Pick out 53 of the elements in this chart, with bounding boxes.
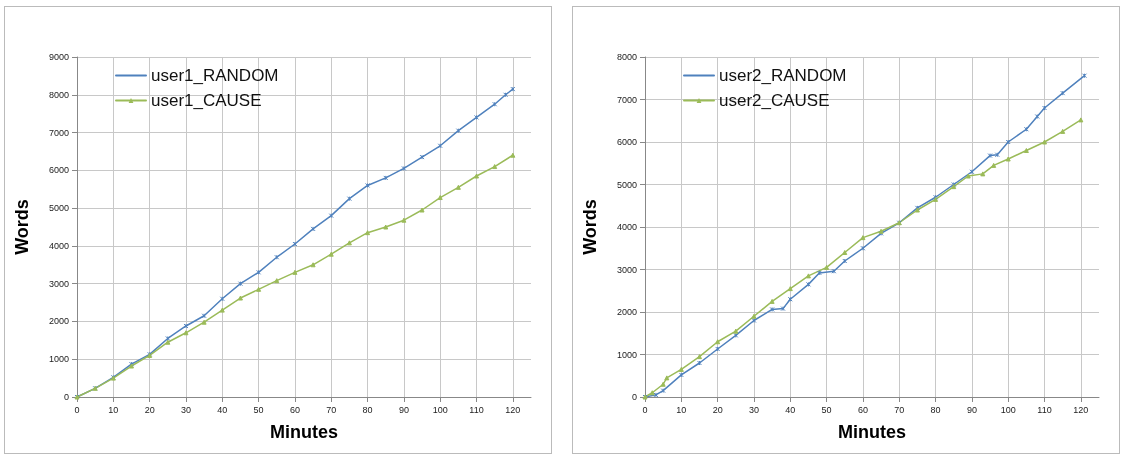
x-tick-label: 110 <box>1037 404 1052 415</box>
x-tick-label: 10 <box>108 404 119 415</box>
y-axis-title: Words <box>12 199 32 255</box>
x-tick-label: 20 <box>144 404 155 415</box>
legend-label: user1_RANDOM <box>151 66 279 85</box>
y-tick-label: 7000 <box>616 94 637 105</box>
y-tick-label: 5000 <box>48 203 69 214</box>
x-tick-label: 100 <box>432 404 448 415</box>
x-tick-label: 60 <box>857 404 868 415</box>
y-tick-label: 6000 <box>48 165 69 176</box>
x-tick-label: 80 <box>362 404 373 415</box>
x-tick-label: 120 <box>505 404 521 415</box>
x-tick-label: 90 <box>398 404 409 415</box>
x-tick-label: 40 <box>217 404 228 415</box>
x-tick-label: 60 <box>289 404 300 415</box>
y-tick-label: 9000 <box>48 52 69 62</box>
x-tick-label: 70 <box>326 404 337 415</box>
x-tick-label: 100 <box>1000 404 1016 415</box>
x-tick-label: 110 <box>469 404 484 415</box>
y-tick-label: 8000 <box>616 52 637 62</box>
y-tick-label: 2000 <box>616 307 637 317</box>
y-tick-label: 6000 <box>616 137 637 147</box>
x-tick-label: 70 <box>894 404 905 415</box>
x-tick-label: 20 <box>712 404 723 415</box>
y-tick-label: 5000 <box>616 179 637 190</box>
x-tick-label: 50 <box>821 404 832 415</box>
legend-label: user2_CAUSE <box>719 91 830 110</box>
y-tick-label: 3000 <box>48 278 69 289</box>
y-tick-label: 4000 <box>616 222 637 232</box>
x-tick-label: 0 <box>74 404 80 415</box>
x-tick-label: 80 <box>930 404 941 415</box>
x-axis-title: Minutes <box>269 422 339 442</box>
y-tick-label: 7000 <box>48 127 69 138</box>
x-tick-label: 90 <box>966 404 977 415</box>
x-tick-label: 30 <box>180 404 191 415</box>
y-tick-label: 8000 <box>48 89 69 100</box>
y-axis-title: Words <box>580 199 600 255</box>
x-tick-label: 120 <box>1073 404 1089 415</box>
legend-label: user1_CAUSE <box>151 91 262 110</box>
y-tick-label: 4000 <box>48 240 69 251</box>
x-tick-label: 0 <box>642 404 648 415</box>
y-tick-label: 2000 <box>48 316 69 327</box>
x-axis-title: Minutes <box>837 422 907 442</box>
x-tick-label: 30 <box>748 404 759 415</box>
x-tick-label: 50 <box>253 404 264 415</box>
x-tick-label: 10 <box>676 404 687 415</box>
y-tick-label: 0 <box>631 392 637 402</box>
x-tick-label: 40 <box>785 404 796 415</box>
y-tick-label: 3000 <box>616 264 637 275</box>
y-tick-label: 1000 <box>616 349 637 360</box>
y-tick-label: 1000 <box>48 354 69 365</box>
legend-label: user2_RANDOM <box>719 66 847 85</box>
y-tick-label: 0 <box>63 392 69 402</box>
